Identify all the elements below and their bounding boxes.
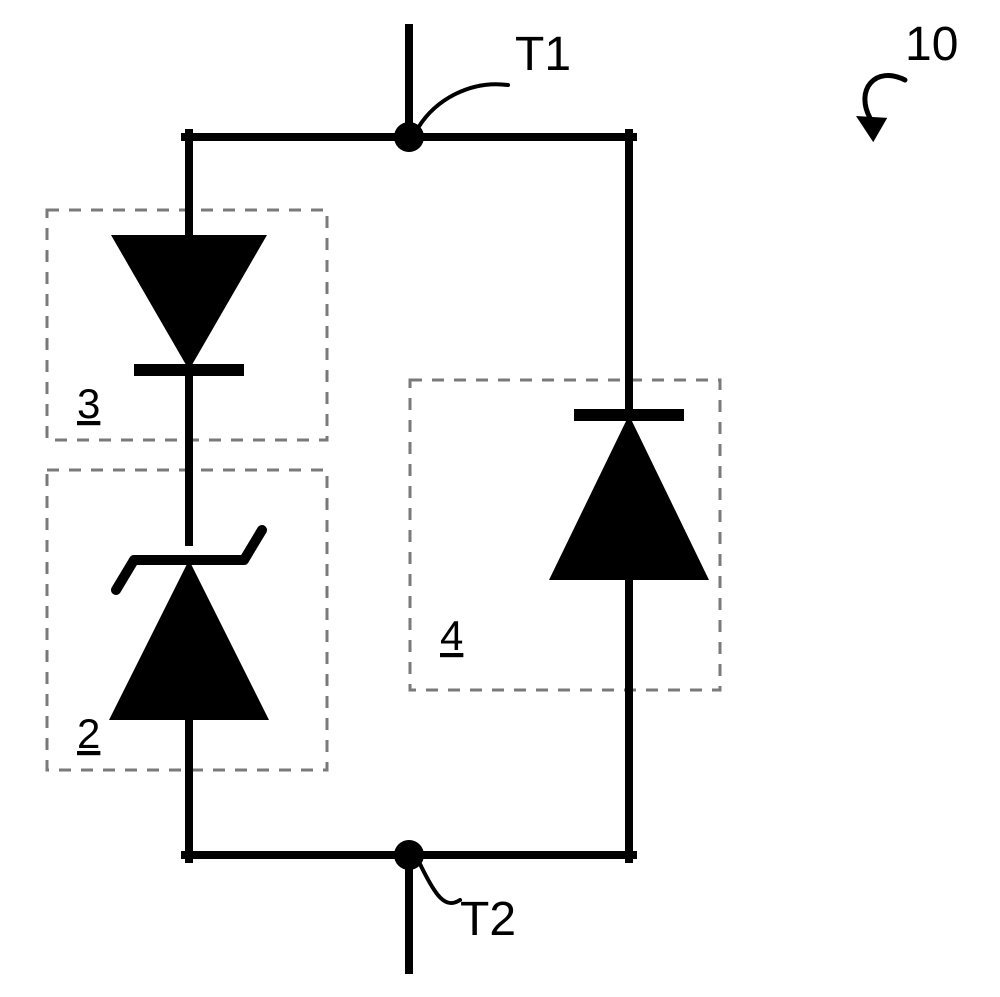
label-box-2: 2 — [77, 710, 100, 757]
pointer-t1-curve — [418, 84, 508, 128]
label-box-4: 4 — [440, 612, 463, 659]
pointer-fig10-arrowhead — [856, 116, 887, 142]
pointer-fig10-curve — [865, 75, 905, 118]
diode-4-triangle — [549, 415, 709, 580]
label-figure: 10 — [905, 18, 958, 71]
label-t2: T2 — [460, 893, 516, 946]
label-t1: T1 — [515, 28, 571, 81]
zener-2-triangle — [109, 560, 269, 720]
label-box-3: 3 — [77, 380, 100, 427]
diode-3-triangle — [111, 235, 267, 370]
pointer-t2-curve — [420, 864, 460, 903]
